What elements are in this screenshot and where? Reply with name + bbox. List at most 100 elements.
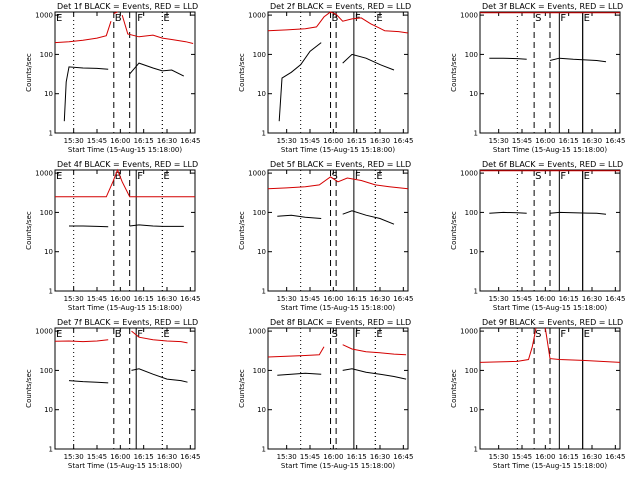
x-tick-label: 16:00 [535, 453, 555, 461]
y-tick-label: 10 [469, 406, 478, 414]
x-tick-label: 15:30 [277, 137, 297, 145]
plot-frame [267, 169, 409, 292]
x-tick-label: 15:30 [64, 137, 84, 145]
marker-label: S [535, 13, 541, 24]
plot-frame [54, 327, 196, 450]
marker-label: E [56, 13, 62, 24]
y-tick-label: 1 [49, 446, 53, 454]
x-tick-label: 16:30 [157, 295, 177, 303]
events-series-line [63, 66, 109, 122]
x-tick-label: 15:45 [300, 295, 320, 303]
y-axis-label: Counts/sec [450, 211, 458, 250]
x-tick-label: 16:15 [134, 137, 154, 145]
marker-label: E [163, 13, 169, 24]
chart-panel-1: Det 1f BLACK = Events, RED = LLD 1 10 100 10… [25, 2, 200, 154]
y-tick-label: 100 [465, 209, 478, 217]
marker-label: S [332, 329, 338, 340]
y-tick-label: 10 [44, 406, 53, 414]
y-tick-label: 100 [40, 51, 53, 59]
x-tick-label: 16:00 [323, 453, 343, 461]
x-tick-label: 15:45 [512, 137, 532, 145]
x-tick-label: 16:45 [180, 453, 200, 461]
x-tick-label: 16:15 [559, 295, 579, 303]
chart-panel-5: Det 5f BLACK = Events, RED = LLD 1 10 100 10… [238, 160, 413, 312]
x-axis-label: Start Time (15-Aug-15 15:18:00) [68, 304, 182, 312]
events-series-line [342, 210, 395, 225]
events-series-line [277, 214, 322, 219]
events-series-line [129, 62, 185, 77]
y-tick-label: 1 [49, 130, 53, 138]
y-tick-label: 1 [262, 446, 266, 454]
lld-series-line [267, 176, 409, 190]
y-tick-label: 10 [257, 406, 266, 414]
x-tick-label: 16:15 [134, 453, 154, 461]
x-axis-label: Start Time (15-Aug-15 15:18:00) [281, 462, 395, 470]
events-series-line [131, 368, 188, 383]
x-tick-label: 16:00 [323, 137, 343, 145]
x-tick-label: 15:45 [87, 453, 107, 461]
y-tick-label: 10 [257, 248, 266, 256]
chart-panel-7: Det 7f BLACK = Events, RED = LLD 1 10 100 10… [25, 318, 200, 470]
events-series-line [277, 372, 322, 376]
x-tick-label: 15:30 [489, 137, 509, 145]
x-tick-label: 16:45 [393, 137, 413, 145]
x-tick-label: 16:00 [535, 137, 555, 145]
y-tick-label: 1 [49, 288, 53, 296]
chart-panel-6: Det 6f BLACK = Events, RED = LLD 1 10 100 10… [450, 160, 625, 312]
events-series-line [549, 57, 607, 63]
x-tick-label: 16:45 [180, 295, 200, 303]
y-tick-label: 10 [44, 248, 53, 256]
x-tick-label: 15:30 [277, 453, 297, 461]
y-tick-label: 1 [474, 446, 478, 454]
x-tick-label: 16:30 [370, 137, 390, 145]
x-tick-label: 16:45 [393, 295, 413, 303]
lld-series-line [544, 327, 621, 363]
events-series-line [549, 211, 607, 215]
x-tick-label: 16:30 [157, 137, 177, 145]
x-tick-label: 16:00 [110, 295, 130, 303]
x-tick-label: 15:45 [300, 453, 320, 461]
x-tick-label: 16:15 [134, 295, 154, 303]
chart-panel-2: Det 2f BLACK = Events, RED = LLD 1 10 100 10… [238, 2, 413, 154]
x-tick-label: 15:30 [489, 295, 509, 303]
chart-panel-4: Det 4f BLACK = Events, RED = LLD 1 10 100 10… [25, 160, 200, 312]
x-tick-label: 15:45 [87, 137, 107, 145]
lld-series-line [55, 168, 195, 198]
marker-label: E [584, 329, 590, 340]
y-tick-label: 100 [253, 51, 266, 59]
y-tick-label: 1 [262, 288, 266, 296]
x-tick-label: 16:45 [605, 137, 625, 145]
lld-series-line [121, 14, 194, 44]
x-tick-label: 15:45 [512, 453, 532, 461]
chart-title: Det 9f BLACK = Events, RED = LLD [482, 318, 623, 327]
x-axis-label: Start Time (15-Aug-15 15:18:00) [281, 304, 395, 312]
marker-label: S [535, 329, 541, 340]
chart-title: Det 2f BLACK = Events, RED = LLD [270, 2, 411, 11]
y-tick-label: 100 [253, 209, 266, 217]
y-tick-label: 1000 [248, 12, 266, 20]
marker-label: E [376, 171, 382, 182]
x-tick-label: 16:15 [559, 137, 579, 145]
x-tick-label: 15:45 [512, 295, 532, 303]
x-tick-label: 15:30 [64, 453, 84, 461]
x-tick-label: 16:00 [110, 137, 130, 145]
marker-label: E [163, 329, 169, 340]
x-tick-label: 16:00 [323, 295, 343, 303]
y-tick-label: 10 [469, 90, 478, 98]
y-axis-label: Counts/sec [25, 369, 33, 408]
y-axis-label: Counts/sec [450, 53, 458, 92]
y-tick-label: 1000 [35, 12, 53, 20]
x-tick-label: 16:15 [347, 137, 367, 145]
y-tick-label: 1000 [248, 328, 266, 336]
x-tick-label: 16:30 [582, 295, 602, 303]
plot-frame [54, 11, 196, 134]
x-tick-label: 15:45 [87, 295, 107, 303]
marker-label: E [376, 13, 382, 24]
y-tick-label: 1000 [248, 170, 266, 178]
x-tick-label: 16:00 [110, 453, 130, 461]
y-tick-label: 1000 [35, 170, 53, 178]
chart-panel-9: Det 9f BLACK = Events, RED = LLD 1 10 100 10… [450, 318, 625, 470]
lld-series-line [131, 330, 188, 344]
marker-label: F [355, 171, 361, 182]
marker-label: E [56, 171, 62, 182]
